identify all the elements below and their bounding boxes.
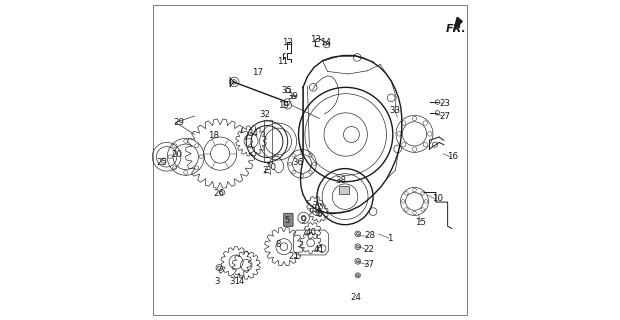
Text: 34: 34 xyxy=(248,129,259,138)
Text: 38: 38 xyxy=(335,176,347,185)
Text: 32: 32 xyxy=(259,110,270,119)
Text: 4: 4 xyxy=(239,277,244,286)
Text: 10: 10 xyxy=(432,194,443,204)
Polygon shape xyxy=(454,17,463,30)
Text: 27: 27 xyxy=(439,112,450,121)
Text: 5: 5 xyxy=(285,216,290,225)
Text: 41: 41 xyxy=(314,245,325,254)
Text: 11: 11 xyxy=(277,57,288,66)
Text: 39: 39 xyxy=(287,92,298,101)
Text: 31: 31 xyxy=(229,277,241,286)
Text: 37: 37 xyxy=(363,260,374,269)
Text: 13: 13 xyxy=(310,35,321,44)
Text: FR.: FR. xyxy=(445,24,466,34)
Text: 18: 18 xyxy=(208,131,219,140)
FancyBboxPatch shape xyxy=(283,213,293,227)
Text: 2: 2 xyxy=(262,166,267,175)
Text: 7: 7 xyxy=(312,201,317,210)
Text: 25: 25 xyxy=(156,158,167,167)
Text: 17: 17 xyxy=(252,68,263,77)
Text: 26: 26 xyxy=(214,189,224,198)
Text: 30: 30 xyxy=(265,163,277,172)
Text: 20: 20 xyxy=(171,150,182,159)
Text: 1: 1 xyxy=(387,234,392,243)
Text: 35: 35 xyxy=(281,86,293,95)
Text: 16: 16 xyxy=(447,152,458,161)
Text: 22: 22 xyxy=(363,245,374,254)
Text: 21: 21 xyxy=(288,252,299,261)
Text: 8: 8 xyxy=(275,240,281,249)
Text: 6: 6 xyxy=(316,210,322,219)
FancyBboxPatch shape xyxy=(339,186,348,194)
Text: 23: 23 xyxy=(439,99,450,108)
Text: 40: 40 xyxy=(305,228,316,237)
Text: 14: 14 xyxy=(320,38,331,47)
Text: 19: 19 xyxy=(278,101,290,110)
Text: 36: 36 xyxy=(293,158,303,167)
Text: 12: 12 xyxy=(281,38,293,47)
Text: 28: 28 xyxy=(365,231,376,240)
Text: 29: 29 xyxy=(174,118,184,127)
Text: 15: 15 xyxy=(415,218,427,227)
Text: 3: 3 xyxy=(215,277,220,286)
Text: 9: 9 xyxy=(301,216,306,225)
Text: 33: 33 xyxy=(389,106,400,115)
Text: 24: 24 xyxy=(351,293,361,302)
